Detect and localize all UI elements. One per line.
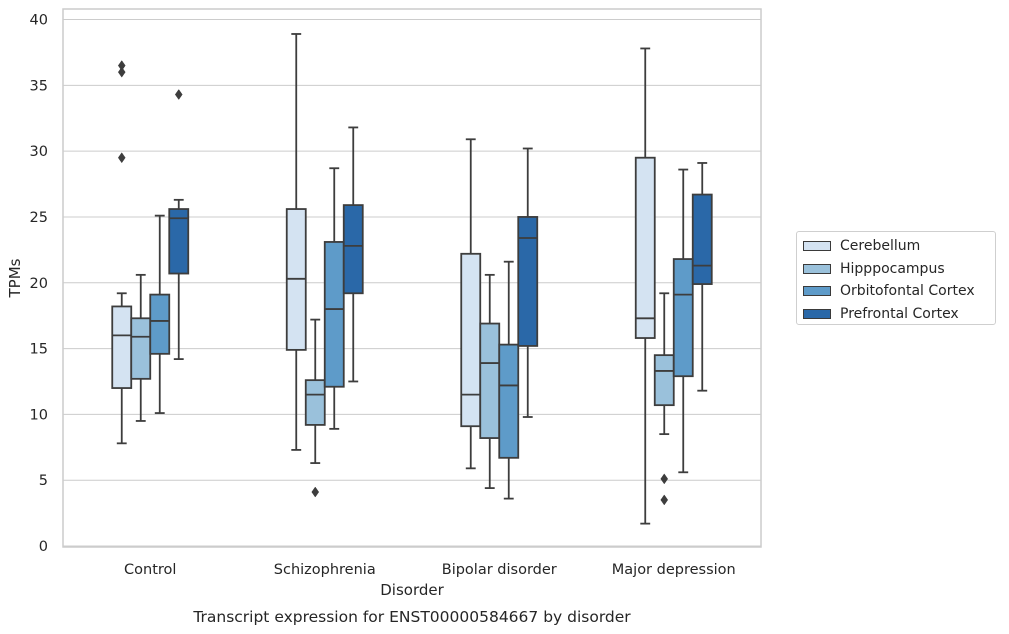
box-iqr xyxy=(460,252,482,428)
box-3-2 xyxy=(672,168,694,474)
box-iqr xyxy=(168,208,190,275)
box-1-1 xyxy=(304,318,326,498)
box-1-2 xyxy=(323,167,345,430)
outlier-point xyxy=(660,494,669,506)
x-tick-label: Control xyxy=(124,562,176,578)
box-0-2 xyxy=(149,214,171,414)
outlier-point xyxy=(660,473,669,485)
legend-item: Cerebellum xyxy=(803,235,995,258)
box-iqr xyxy=(111,305,133,389)
outlier-point xyxy=(117,60,126,72)
legend-label: Cerebellum xyxy=(840,238,921,255)
legend-swatch xyxy=(803,263,831,274)
plot-area-frame xyxy=(62,8,762,548)
legend-swatch xyxy=(803,308,831,319)
outlier-point xyxy=(117,152,126,164)
box-3-1 xyxy=(653,292,675,506)
x-tick-label: Bipolar disorder xyxy=(442,562,557,578)
box-iqr xyxy=(691,193,713,285)
box-iqr xyxy=(342,204,364,295)
box-plot-series xyxy=(111,33,713,525)
box-1-0 xyxy=(285,33,307,451)
box-0-3 xyxy=(168,89,190,360)
box-iqr xyxy=(304,379,326,426)
box-iqr xyxy=(653,354,675,407)
y-tick-label: 20 xyxy=(30,276,48,292)
box-1-3 xyxy=(342,126,364,383)
x-axis-label: Disorder xyxy=(380,581,444,599)
y-tick-label: 30 xyxy=(30,144,48,160)
x-tick-label: Major depression xyxy=(612,562,736,578)
box-iqr xyxy=(323,241,345,388)
legend-item: Hipppocampus xyxy=(803,258,995,281)
box-iqr xyxy=(479,322,501,439)
box-3-3 xyxy=(691,162,713,392)
box-iqr xyxy=(672,258,694,378)
box-iqr xyxy=(149,293,171,355)
box-2-1 xyxy=(479,273,501,489)
x-tick-label: Schizophrenia xyxy=(274,562,376,578)
y-tick-label: 25 xyxy=(30,210,48,226)
box-2-0 xyxy=(460,138,482,470)
box-iqr xyxy=(130,317,152,380)
y-tick-label: 0 xyxy=(39,539,48,555)
box-3-0 xyxy=(634,47,656,525)
legend-item: Prefrontal Cortex xyxy=(803,303,995,326)
legend-swatch xyxy=(803,241,831,252)
legend-label: Orbitofontal Cortex xyxy=(840,283,975,300)
box-2-2 xyxy=(498,260,520,500)
legend: Cerebellum Hipppocampus Orbitofontal Corte… xyxy=(796,231,996,325)
y-tick-label: 5 xyxy=(39,473,48,489)
y-gridlines xyxy=(63,19,761,547)
x-axis-tick-labels: Control Schizophrenia Bipolar disorder Majo… xyxy=(124,562,736,578)
box-2-3 xyxy=(517,147,539,418)
outlier-point xyxy=(117,66,126,78)
box-0-0 xyxy=(111,60,133,445)
y-tick-label: 10 xyxy=(30,407,48,423)
legend-swatch xyxy=(803,286,831,297)
outlier-point xyxy=(311,486,320,498)
y-tick-label: 40 xyxy=(30,13,48,29)
box-iqr xyxy=(498,343,520,459)
legend-item: Orbitofontal Cortex xyxy=(803,280,995,303)
legend-label: Hipppocampus xyxy=(840,260,945,277)
y-axis-tick-labels: 0 5 10 15 20 25 30 35 40 xyxy=(30,13,48,556)
box-iqr xyxy=(517,216,539,347)
box-iqr xyxy=(634,156,656,339)
box-0-1 xyxy=(130,273,152,422)
legend-label: Prefrontal Cortex xyxy=(840,305,959,322)
y-axis-label: TPMs xyxy=(6,258,24,298)
y-tick-label: 15 xyxy=(30,342,48,358)
outlier-point xyxy=(174,89,183,100)
chart-title: Transcript expression for ENST0000058466… xyxy=(192,608,631,626)
y-tick-label: 35 xyxy=(30,78,48,94)
